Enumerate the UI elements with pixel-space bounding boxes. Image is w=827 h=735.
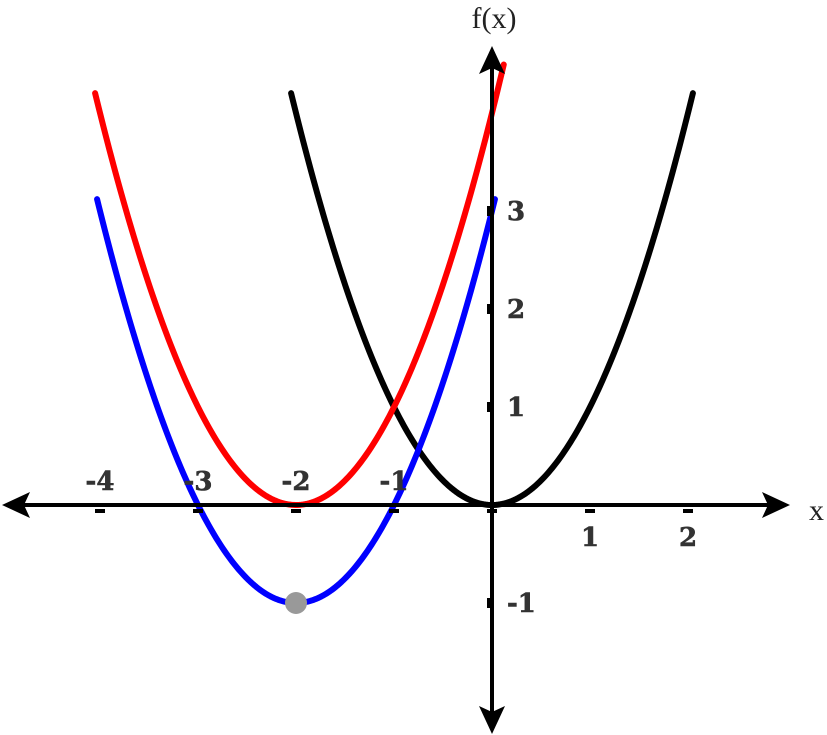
ticks-layer: -4 -3 -2 -1 1 2 3 2 1 -1 (85, 197, 697, 620)
y-tick-label-2: 1 (507, 393, 525, 423)
y-tick-label-1: 2 (507, 295, 525, 325)
series-curve-2 (94, 196, 498, 606)
x-tick-label-1: -3 (184, 467, 213, 497)
curves-layer (92, 61, 696, 606)
x-tick-label-3: -1 (380, 467, 409, 497)
x-tick-label-4: 1 (581, 523, 599, 553)
points-layer (285, 592, 307, 614)
x-axis-title: x (809, 494, 824, 527)
vertex-point-0 (285, 592, 307, 614)
x-axis-right-arrow (762, 492, 790, 518)
x-tick-label-0: -4 (86, 467, 115, 497)
x-tick-label-5: 2 (679, 523, 697, 553)
y-tick-label-0: 3 (507, 197, 525, 227)
y-axis-down-arrow (479, 706, 505, 734)
y-axis-title: f(x) (472, 2, 517, 35)
y-axis-up-arrow (479, 46, 505, 74)
x-tick-label-2: -2 (282, 467, 311, 497)
y-tick-label-3: -1 (507, 589, 536, 619)
x-axis-left-arrow (2, 492, 30, 518)
